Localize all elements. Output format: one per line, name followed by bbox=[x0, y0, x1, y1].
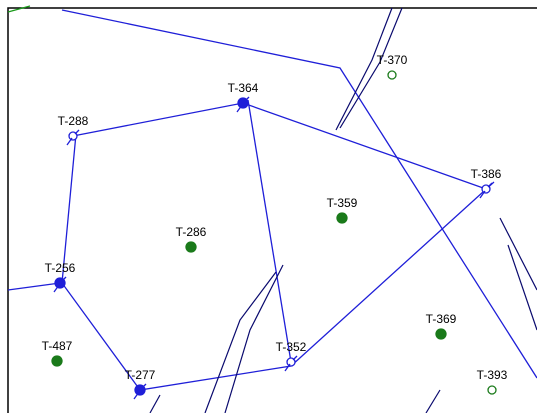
well-direction bbox=[292, 355, 298, 361]
fault bbox=[335, 7, 393, 131]
well-symbol bbox=[487, 385, 497, 395]
well-direction bbox=[479, 190, 486, 199]
well-symbol bbox=[435, 328, 447, 340]
well-label: T-393 bbox=[477, 368, 508, 382]
well-direction bbox=[74, 129, 80, 135]
well-label: T-386 bbox=[471, 167, 502, 181]
fault bbox=[224, 264, 284, 413]
fault bbox=[507, 244, 537, 331]
well-direction bbox=[53, 284, 60, 293]
well-label: T-352 bbox=[276, 340, 307, 354]
well-symbol bbox=[387, 70, 397, 80]
well-direction bbox=[66, 137, 73, 146]
frame bbox=[7, 7, 537, 413]
pipeline bbox=[7, 282, 61, 291]
boundary bbox=[7, 5, 31, 13]
well-direction bbox=[236, 104, 243, 113]
fault bbox=[425, 389, 441, 413]
well-symbol bbox=[336, 212, 348, 224]
well-direction bbox=[244, 96, 250, 102]
well-direction bbox=[487, 182, 493, 188]
well-label: T-370 bbox=[377, 53, 408, 67]
well-label: T-286 bbox=[176, 225, 207, 239]
well-label: T-277 bbox=[125, 368, 156, 382]
well-direction bbox=[61, 276, 67, 282]
fault bbox=[204, 271, 277, 413]
well-label: T-288 bbox=[58, 114, 89, 128]
well-label: T-364 bbox=[228, 81, 259, 95]
well-symbol bbox=[51, 355, 63, 367]
well-direction bbox=[133, 391, 140, 400]
pipeline bbox=[61, 9, 537, 379]
faults bbox=[149, 7, 537, 413]
well-direction bbox=[284, 363, 291, 372]
well-label: T-369 bbox=[426, 312, 457, 326]
well-label: T-359 bbox=[327, 196, 358, 210]
fault bbox=[339, 7, 403, 129]
fault bbox=[499, 217, 537, 291]
well-direction bbox=[141, 383, 147, 389]
well-label: T-487 bbox=[42, 339, 73, 353]
fault bbox=[149, 394, 161, 413]
well-label: T-256 bbox=[45, 261, 76, 275]
pipeline bbox=[247, 99, 292, 363]
well-symbol bbox=[185, 241, 197, 253]
wells: T-370 T-364 T-288 T-386 T-359 T-286 T-256 T-369… bbox=[42, 53, 508, 400]
